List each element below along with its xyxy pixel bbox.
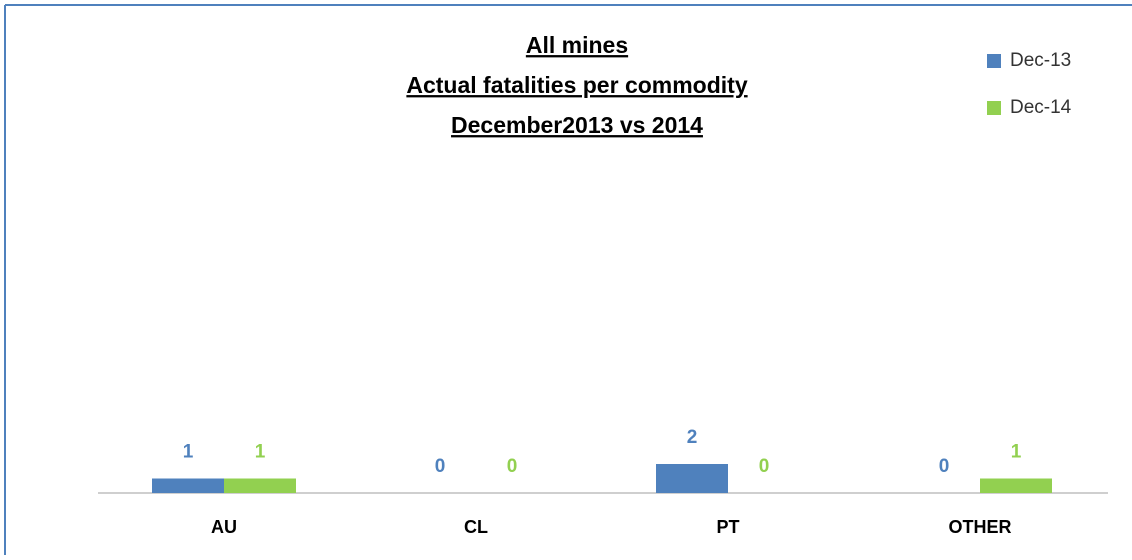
- x-tick-label: AU: [211, 517, 237, 537]
- legend-swatch: [987, 101, 1001, 115]
- data-label: 0: [939, 456, 950, 477]
- data-label: 1: [183, 442, 194, 463]
- legend-swatch: [987, 54, 1001, 68]
- bar: [224, 478, 296, 493]
- bar: [980, 478, 1052, 493]
- data-label: 1: [255, 442, 266, 463]
- x-tick-label: CL: [464, 517, 488, 537]
- data-label: 0: [435, 456, 446, 477]
- legend-label: Dec-13: [1010, 50, 1071, 71]
- chart-title: December2013 vs 2014: [451, 112, 703, 138]
- chart-title: Actual fatalities per commodity: [406, 72, 747, 98]
- data-label: 1: [1011, 442, 1022, 463]
- data-label: 0: [507, 456, 518, 477]
- data-label: 0: [759, 456, 770, 477]
- legend-label: Dec-14: [1010, 97, 1072, 118]
- x-tick-label: OTHER: [949, 517, 1012, 537]
- data-label: 2: [687, 427, 698, 448]
- bar: [656, 464, 728, 493]
- chart-title: All mines: [526, 32, 628, 58]
- bar: [152, 478, 224, 493]
- x-tick-label: PT: [716, 517, 739, 537]
